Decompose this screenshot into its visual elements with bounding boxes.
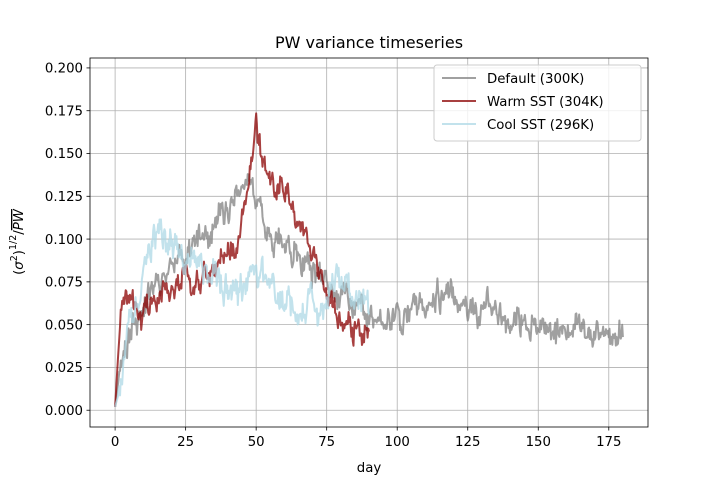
series-line-0 xyxy=(114,173,624,407)
legend-entries: Default (300K) Warm SST (304K) Cool SST (2… xyxy=(442,72,604,133)
x-tick-label: 0 xyxy=(111,435,119,450)
y-tick-label: 0.000 xyxy=(45,404,83,419)
legend: Default (300K) Warm SST (304K) Cool SST (2… xyxy=(433,64,642,142)
y-tick-label: 0.175 xyxy=(45,104,83,119)
y-tick-label: 0.150 xyxy=(45,147,83,162)
axes-frame xyxy=(89,57,649,428)
x-tick-label: 175 xyxy=(596,435,621,450)
x-axis-ticks: 0 25 50 75 100 125 150 175 xyxy=(111,427,621,450)
y-tick-label: 0.025 xyxy=(45,361,83,376)
y-axis-ticks: 0.000 0.025 0.050 0.075 0.100 0.125 0.150 0.175… xyxy=(45,62,90,419)
legend-label-1: Warm SST (304K) xyxy=(487,95,604,110)
legend-label-2: Cool SST (296K) xyxy=(487,118,594,133)
chart-title: PW variance timeseries xyxy=(275,33,463,52)
series-line-2 xyxy=(114,218,370,408)
x-axis-label: day xyxy=(357,461,382,476)
y-tick-label: 0.100 xyxy=(45,233,83,248)
y-tick-label: 0.125 xyxy=(45,190,83,205)
legend-label-0: Default (300K) xyxy=(487,72,584,87)
x-tick-label: 125 xyxy=(455,435,480,450)
y-tick-label: 0.200 xyxy=(45,62,83,77)
legend-box xyxy=(433,64,642,142)
x-tick-label: 25 xyxy=(177,435,194,450)
y-tick-label: 0.050 xyxy=(45,318,83,333)
plot-area xyxy=(114,112,624,408)
x-tick-label: 75 xyxy=(318,435,335,450)
x-tick-label: 50 xyxy=(248,435,265,450)
x-tick-label: 150 xyxy=(526,435,551,450)
series-lines xyxy=(114,112,624,408)
x-tick-label: 100 xyxy=(385,435,410,450)
y-tick-label: 0.075 xyxy=(45,276,83,291)
